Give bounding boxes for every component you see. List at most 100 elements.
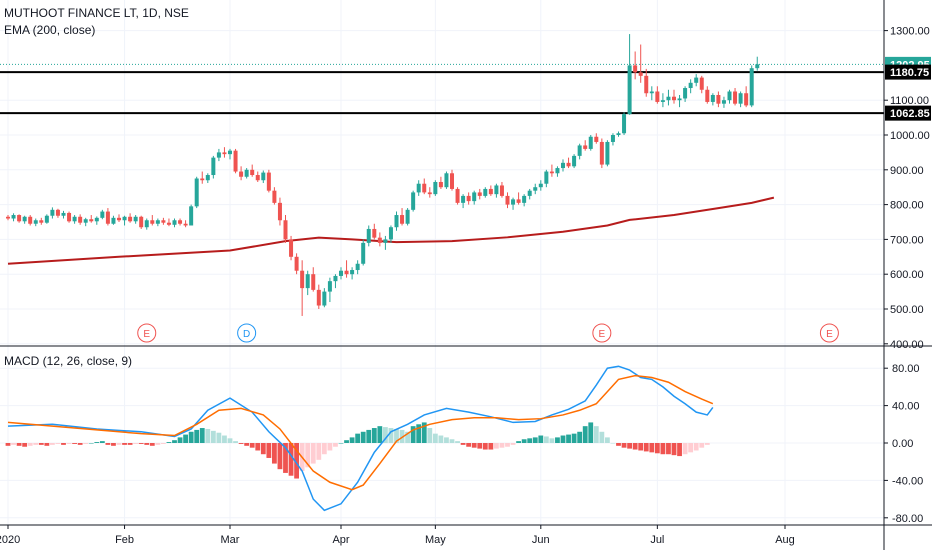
event-marker[interactable]: E — [819, 323, 839, 343]
macd-histogram-bar — [321, 443, 327, 455]
event-marker-label: E — [826, 329, 833, 340]
candle-body — [11, 215, 16, 219]
candle-body — [200, 178, 205, 181]
macd-histogram-bar — [482, 443, 488, 450]
macd-histogram-bar — [55, 443, 61, 444]
candle-body — [505, 195, 510, 205]
horizontal-lines[interactable] — [0, 63, 884, 115]
macd-histogram-bar — [682, 443, 688, 455]
macd-histogram-bar — [277, 443, 283, 470]
candle-body — [283, 220, 288, 240]
macd-axis-label: -80.00 — [892, 513, 923, 525]
candle-body — [599, 141, 604, 165]
candle-body — [577, 145, 582, 156]
candle-body — [444, 173, 449, 188]
candle-body — [438, 181, 443, 188]
macd-histogram-bar — [205, 428, 211, 443]
candle-body — [139, 216, 144, 228]
macd-legend[interactable]: MACD (12, 26, close, 9) — [4, 354, 132, 368]
event-marker-circle[interactable] — [237, 323, 257, 343]
macd-histogram-bar — [111, 443, 116, 446]
candle-body — [339, 270, 343, 276]
macd-histogram-bar — [582, 426, 588, 443]
macd-histogram-bar — [66, 443, 72, 444]
candle-body — [216, 152, 221, 158]
candle-body — [733, 91, 738, 104]
macd-histogram-bar — [338, 443, 344, 444]
price-axis-label: 1000.00 — [890, 130, 930, 142]
candle-body — [622, 114, 627, 134]
macd-histogram-bar — [593, 426, 599, 443]
macd-histogram-bar — [599, 431, 605, 443]
candle-body — [738, 93, 743, 104]
macd-histogram-bar — [149, 443, 155, 446]
symbol-title[interactable]: MUTHOOT FINANCE LT, 1D, NSE — [4, 6, 189, 20]
candle-body — [94, 217, 99, 222]
candle-body — [233, 150, 238, 172]
macd-histogram-bar — [521, 439, 527, 443]
macd-histogram-bar — [310, 443, 316, 464]
candle-body — [583, 145, 588, 149]
macd-histogram-bar — [654, 443, 660, 454]
event-marker-circle[interactable] — [819, 323, 839, 343]
candle-body — [466, 195, 471, 202]
event-marker[interactable]: D — [237, 323, 257, 343]
candle-body — [516, 199, 521, 203]
candle-body — [427, 192, 432, 195]
candle-body — [33, 220, 38, 224]
candle-body — [133, 216, 138, 222]
macd-histogram-bar — [244, 443, 250, 446]
macd-histogram-bar — [260, 443, 266, 455]
macd-histogram-bar — [549, 438, 555, 443]
candle-body — [388, 227, 393, 240]
candle-body — [289, 239, 294, 257]
macd-histogram-bar — [83, 443, 89, 444]
macd-histogram-bar — [61, 443, 66, 445]
ema-legend[interactable]: EMA (200, close) — [4, 23, 95, 37]
macd-histogram-bar — [188, 431, 194, 443]
macd-histogram-bar — [210, 430, 216, 443]
candle-body — [305, 274, 310, 289]
macd-histogram-bar — [183, 434, 188, 443]
macd-histogram-bar — [238, 443, 244, 444]
macd-histogram-bar — [510, 443, 516, 445]
candle-body — [89, 219, 94, 222]
candle-body — [183, 223, 188, 226]
macd-histogram-bar — [566, 434, 571, 443]
macd-histogram-bar — [649, 443, 655, 453]
macd-histogram-bar — [666, 443, 671, 455]
event-marker-circle[interactable] — [137, 323, 157, 343]
candle-body — [44, 215, 49, 223]
candle-body — [50, 209, 55, 216]
time-axis-label: Aug — [775, 534, 795, 546]
macd-histogram-bar — [5, 443, 11, 446]
macd-histogram-bar — [88, 443, 94, 444]
candle-body — [755, 64, 760, 69]
macd-histogram-bar — [105, 443, 111, 445]
macd-histogram-bar — [444, 437, 449, 443]
candle-body — [499, 185, 504, 196]
macd-layer — [5, 365, 714, 512]
time-axis-label: Jul — [650, 534, 664, 546]
macd-histogram-bar — [94, 442, 100, 443]
candle-body — [721, 100, 726, 104]
event-marker[interactable]: E — [592, 323, 612, 343]
macd-histogram-bar — [27, 443, 33, 446]
macd-histogram-bar — [610, 443, 616, 444]
signal-line — [7, 374, 714, 491]
macd-histogram-bar — [22, 443, 28, 447]
macd-histogram-bar — [144, 443, 150, 445]
candle-body — [633, 65, 638, 73]
candle-body — [316, 289, 321, 306]
event-marker-circle[interactable] — [592, 323, 612, 343]
macd-histogram-bar — [166, 442, 172, 443]
candle-body — [544, 171, 549, 184]
price-axis-label: 800.00 — [890, 200, 924, 212]
candle-body — [117, 217, 121, 221]
macd-histogram-bar — [388, 428, 394, 443]
candle-body — [527, 190, 532, 196]
candle-body — [450, 173, 454, 189]
event-marker[interactable]: E — [137, 323, 157, 343]
macd-histogram-bar — [704, 443, 710, 445]
